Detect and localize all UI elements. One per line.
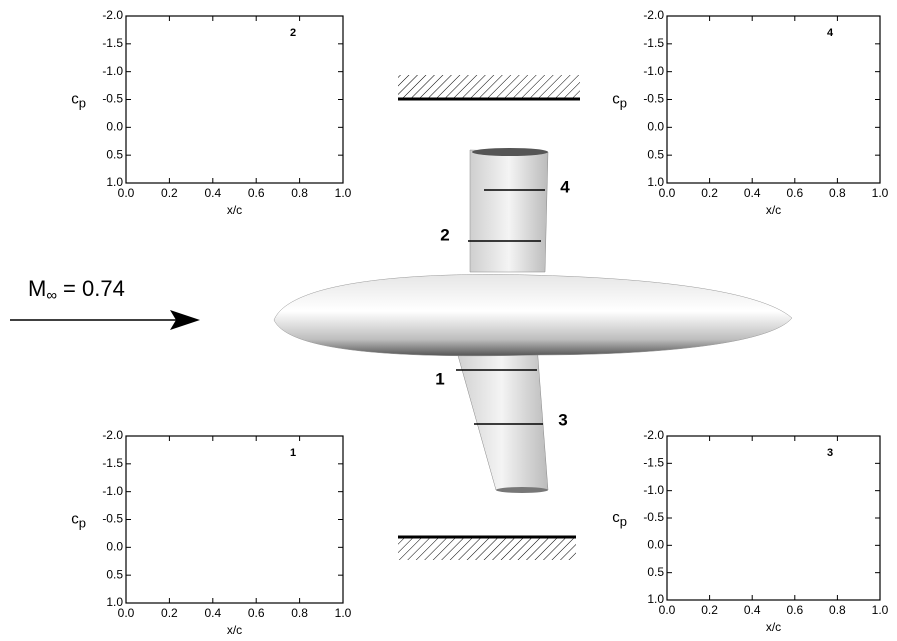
- mach-label: M∞ = 0.74: [28, 276, 125, 304]
- y-tick-label: 0.5: [106, 567, 123, 581]
- x-axis-label: x/c: [766, 620, 781, 634]
- y-axis-label-main: c: [612, 509, 620, 526]
- wall-hatch: [398, 75, 580, 99]
- y-tick-label: -1.5: [643, 36, 664, 50]
- y-tick-label: 1.0: [647, 175, 664, 189]
- x-axis-label: x/c: [227, 623, 242, 637]
- y-tick-label: 0.0: [647, 538, 664, 552]
- y-tick-label: 1.0: [106, 595, 123, 609]
- x-tick-label: 0.6: [786, 603, 803, 617]
- flow-arrow-head: [170, 310, 200, 330]
- y-tick-label: -1.0: [643, 483, 664, 497]
- chart-title: 2: [290, 27, 296, 39]
- x-axis-label: x/c: [227, 203, 242, 217]
- y-tick-label: -1.5: [102, 36, 123, 50]
- x-tick-label: 0.2: [701, 186, 718, 200]
- x-tick-label: 0.2: [161, 606, 178, 620]
- y-tick-label: 1.0: [647, 592, 664, 606]
- y-axis-label-sub: p: [620, 96, 627, 111]
- x-tick-label: 1.0: [335, 606, 352, 620]
- chart-title: 3: [827, 447, 833, 459]
- y-tick-label: -0.5: [643, 510, 664, 524]
- y-tick-label: 0.0: [106, 540, 123, 554]
- x-tick-label: 1.0: [872, 186, 889, 200]
- y-tick-label: -0.5: [102, 92, 123, 106]
- x-tick-label: 0.6: [248, 186, 265, 200]
- x-tick-label: 0.4: [204, 606, 221, 620]
- x-tick-label: 0.6: [786, 186, 803, 200]
- plot-frame: [666, 15, 881, 184]
- section-label: 4: [560, 177, 570, 196]
- y-axis-label-main: c: [71, 90, 79, 107]
- plot-frame: [125, 435, 344, 604]
- y-tick-label: -1.0: [102, 484, 123, 498]
- mach-value: = 0.74: [63, 276, 125, 301]
- x-tick-label: 0.0: [118, 606, 135, 620]
- y-tick-label: 0.5: [106, 147, 123, 161]
- x-tick-label: 0.0: [118, 186, 135, 200]
- x-tick-label: 0.0: [659, 603, 676, 617]
- chart-title: 1: [290, 447, 296, 459]
- y-tick-label: 0.5: [647, 565, 664, 579]
- x-tick-label: 0.8: [291, 186, 308, 200]
- x-tick-label: 0.4: [744, 603, 761, 617]
- x-tick-label: 1.0: [335, 186, 352, 200]
- y-tick-label: 0.0: [106, 120, 123, 134]
- y-tick-label: -0.5: [102, 512, 123, 526]
- plot-frame: [666, 435, 881, 601]
- y-axis-label: cp: [612, 509, 627, 529]
- x-tick-label: 0.6: [248, 606, 265, 620]
- x-tick-label: 1.0: [872, 603, 889, 617]
- y-axis-label: cp: [71, 90, 86, 110]
- y-tick-label: -1.0: [102, 64, 123, 78]
- y-tick-label: -2.0: [102, 8, 123, 22]
- x-tick-label: 0.8: [829, 186, 846, 200]
- y-axis-label: cp: [612, 90, 627, 110]
- y-tick-label: -1.5: [102, 456, 123, 470]
- y-tick-label: -1.0: [643, 64, 664, 78]
- section-label: 1: [435, 369, 444, 388]
- y-tick-label: -1.5: [643, 456, 664, 470]
- y-tick-label: 1.0: [106, 175, 123, 189]
- x-tick-label: 0.0: [659, 186, 676, 200]
- y-axis-label: cp: [71, 510, 86, 530]
- x-axis-label: x/c: [766, 203, 781, 217]
- chart-title: 4: [827, 27, 834, 39]
- plot-frame: [125, 15, 344, 184]
- y-tick-label: 0.0: [647, 120, 664, 134]
- section-label: 3: [558, 410, 567, 429]
- section-lines: [456, 189, 545, 425]
- y-axis-label-sub: p: [79, 516, 86, 531]
- y-tick-label: 0.5: [647, 147, 664, 161]
- x-tick-label: 0.2: [161, 186, 178, 200]
- y-axis-label-main: c: [71, 510, 79, 527]
- x-tick-label: 0.8: [291, 606, 308, 620]
- wall-hatch: [398, 537, 576, 560]
- y-axis-label-main: c: [612, 90, 620, 107]
- y-tick-label: -0.5: [643, 92, 664, 106]
- mach-symbol: M: [28, 276, 46, 301]
- section-label: 2: [440, 225, 449, 244]
- x-tick-label: 0.4: [204, 186, 221, 200]
- y-tick-label: -2.0: [102, 428, 123, 442]
- y-tick-label: -2.0: [643, 428, 664, 442]
- y-axis-label-sub: p: [79, 96, 86, 111]
- x-tick-label: 0.4: [744, 186, 761, 200]
- y-axis-label-sub: p: [620, 514, 627, 529]
- x-tick-label: 0.2: [701, 603, 718, 617]
- x-tick-label: 0.8: [829, 603, 846, 617]
- mach-subscript: ∞: [46, 287, 57, 304]
- y-tick-label: -2.0: [643, 8, 664, 22]
